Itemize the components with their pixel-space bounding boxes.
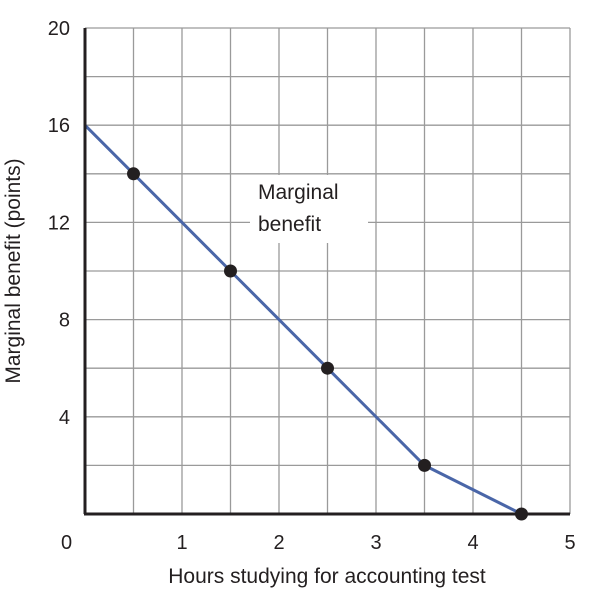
y-tick-label: 4 bbox=[59, 407, 70, 429]
x-tick-label: 5 bbox=[564, 532, 575, 554]
annotation: Marginal benefit bbox=[250, 175, 368, 243]
data-point bbox=[418, 458, 431, 472]
data-point bbox=[224, 264, 237, 278]
y-tick-label: 8 bbox=[59, 310, 70, 332]
data-point bbox=[127, 167, 140, 181]
annotation-line-1: Marginal bbox=[258, 181, 339, 204]
annotation-line-2: benefit bbox=[258, 213, 321, 236]
x-tick-label: 1 bbox=[176, 532, 187, 554]
y-tick-label: 16 bbox=[48, 115, 70, 137]
x-axis-title: Hours studying for accounting test bbox=[168, 565, 486, 588]
x-origin-tick-label: 0 bbox=[61, 532, 72, 554]
series-line bbox=[83, 124, 523, 516]
x-tick-label: 2 bbox=[273, 532, 284, 554]
y-tick-label: 20 bbox=[48, 18, 70, 40]
axes bbox=[83, 28, 570, 516]
x-tick-label: 4 bbox=[467, 532, 478, 554]
series bbox=[83, 124, 528, 521]
x-tick-label: 3 bbox=[370, 532, 381, 554]
y-axis-title: Marginal benefit (points) bbox=[2, 158, 25, 383]
annotation-background bbox=[250, 175, 368, 243]
y-tick-label: 12 bbox=[48, 212, 70, 234]
data-point bbox=[321, 361, 334, 375]
